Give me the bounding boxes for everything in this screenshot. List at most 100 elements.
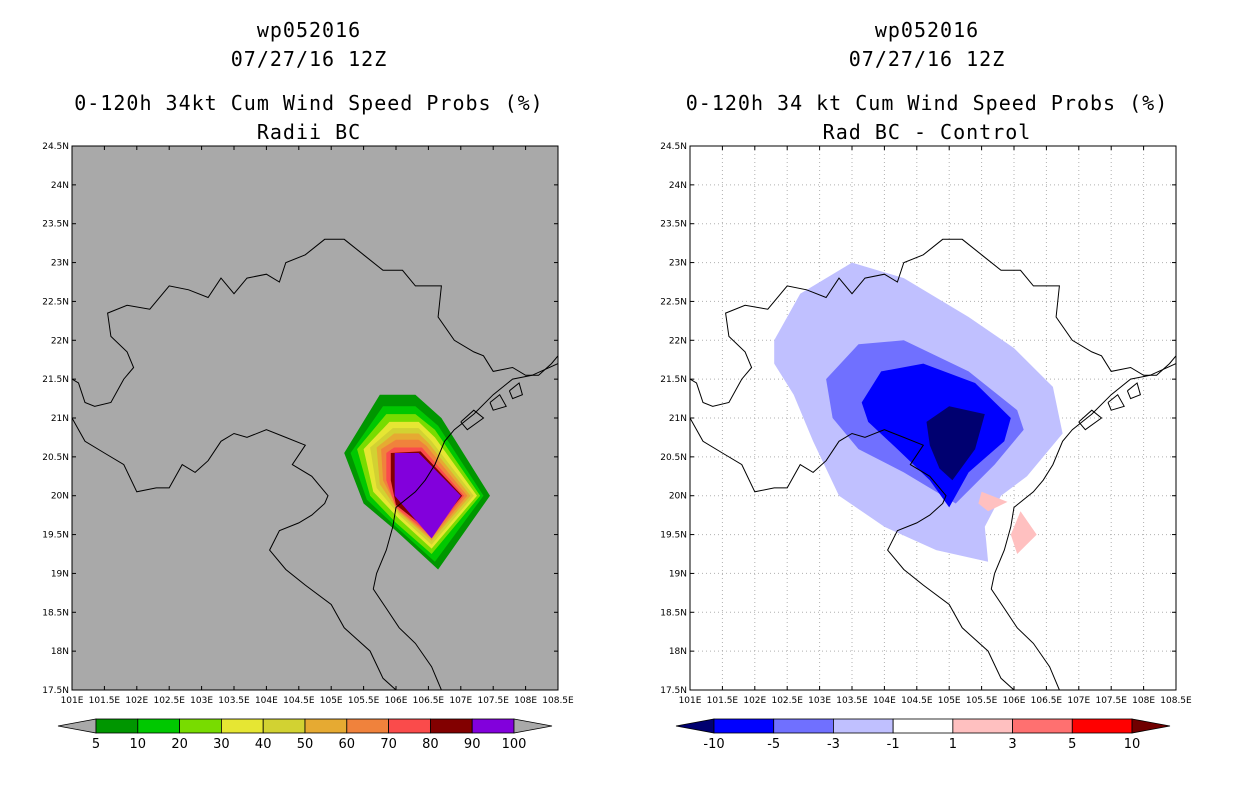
x-tick-label: 106.5E bbox=[413, 696, 445, 706]
x-tick-label: 102.5E bbox=[771, 696, 803, 706]
x-tick-label: 101.5E bbox=[707, 696, 739, 706]
island-outline bbox=[508, 382, 524, 400]
x-tick-label: 105E bbox=[938, 696, 961, 706]
colorbar-label: 50 bbox=[297, 737, 314, 752]
colorbar-swatch bbox=[952, 718, 1013, 734]
x-tick-label: 104E bbox=[255, 696, 278, 706]
x-tick-label: 102E bbox=[125, 696, 148, 706]
right-difference-map: 101E 101.5E 102E 102.5E 103E 103.5E 104E 104.5E… bbox=[660, 142, 1192, 752]
x-tick-label: 106E bbox=[385, 696, 408, 706]
y-tick-label: 17.5N bbox=[660, 686, 687, 696]
x-tick-label: 105.5E bbox=[348, 696, 380, 706]
y-tick-label: 24N bbox=[669, 181, 687, 191]
x-tick-label: 108.5E bbox=[542, 696, 574, 706]
x-tick-label: 108.5E bbox=[1160, 696, 1192, 706]
colorbar-high-arrow bbox=[1131, 718, 1171, 734]
x-tick-label: 105.5E bbox=[966, 696, 998, 706]
colorbar-swatch bbox=[1012, 718, 1073, 734]
island-outline bbox=[460, 409, 485, 431]
x-tick-label: 101E bbox=[679, 696, 702, 706]
colorbar-label: 3 bbox=[1008, 737, 1016, 752]
x-tick-label: 108E bbox=[514, 696, 537, 706]
x-tick-label: 107E bbox=[1067, 696, 1090, 706]
colorbar-swatch bbox=[179, 718, 222, 734]
country-border-west bbox=[72, 379, 397, 690]
y-tick-label: 22.5N bbox=[42, 297, 69, 307]
y-tick-label: 22.5N bbox=[660, 297, 687, 307]
y-tick-label: 18.5N bbox=[660, 608, 687, 618]
colorbar-swatch bbox=[304, 718, 348, 734]
colorbar-label: 1 bbox=[949, 737, 957, 752]
y-tick-label: 23N bbox=[669, 259, 687, 269]
colorbar-label: 80 bbox=[422, 737, 439, 752]
y-tick-label: 18N bbox=[669, 647, 687, 657]
colorbar: -10 -5 -3 -1 1 3 5 10 bbox=[675, 718, 1171, 752]
colorbar-label: 10 bbox=[130, 737, 147, 752]
y-tick-label: 19.5N bbox=[42, 531, 69, 541]
plot-background bbox=[72, 146, 558, 690]
left-chart-subtitle: Radii BC bbox=[256, 120, 362, 144]
right-valid-time: 07/27/16 12Z bbox=[848, 47, 1006, 71]
colorbar-label: 5 bbox=[1068, 737, 1076, 752]
right-chart-panel: wp052016 07/27/16 12Z 0-120h 34 kt Cum W… bbox=[618, 0, 1236, 800]
x-tick-label: 103.5E bbox=[836, 696, 868, 706]
colorbar-label: -1 bbox=[887, 737, 900, 752]
y-tick-label: 19N bbox=[669, 569, 687, 579]
colorbar-label: 20 bbox=[171, 737, 188, 752]
colorbar-swatch bbox=[95, 718, 139, 734]
y-tick-label: 23.5N bbox=[42, 220, 69, 230]
y-tick-label: 24N bbox=[51, 181, 69, 191]
y-tick-label: 21N bbox=[51, 414, 69, 424]
y-tick-label: 24.5N bbox=[42, 142, 69, 152]
colorbar-swatch bbox=[346, 718, 389, 734]
contour-level-1 bbox=[978, 491, 1008, 512]
left-chart-title: 0-120h 34kt Cum Wind Speed Probs (%) bbox=[74, 91, 544, 115]
x-tick-label: 108E bbox=[1132, 696, 1155, 706]
y-tick-label: 24.5N bbox=[660, 142, 687, 152]
y-tick-label: 21.5N bbox=[660, 375, 687, 385]
coastline bbox=[990, 363, 1176, 690]
y-tick-label: 19N bbox=[51, 569, 69, 579]
island-outline bbox=[489, 393, 507, 411]
x-tick-label: 104.5E bbox=[901, 696, 933, 706]
colorbar-label: -5 bbox=[767, 737, 780, 752]
right-storm-id: wp052016 bbox=[874, 18, 980, 42]
country-border bbox=[72, 238, 558, 407]
x-tick-label: 103E bbox=[190, 696, 213, 706]
country-border-west bbox=[690, 379, 1015, 690]
left-chart-panel: wp052016 07/27/16 12Z 0-120h 34kt Cum Wi… bbox=[42, 18, 574, 752]
colorbar-label: 60 bbox=[339, 737, 356, 752]
colorbar-swatch bbox=[713, 718, 775, 734]
x-tick-label: 104E bbox=[873, 696, 896, 706]
colorbar-label: 30 bbox=[213, 737, 230, 752]
x-tick-label: 101E bbox=[61, 696, 84, 706]
x-tick-label: 105E bbox=[320, 696, 343, 706]
left-storm-id: wp052016 bbox=[256, 18, 362, 42]
colorbar-swatch bbox=[471, 718, 515, 734]
colorbar-label: -10 bbox=[703, 737, 724, 752]
colorbar-swatch bbox=[262, 718, 306, 734]
coastline bbox=[372, 363, 558, 690]
y-tick-label: 23.5N bbox=[660, 220, 687, 230]
y-tick-label: 21.5N bbox=[42, 375, 69, 385]
x-tick-label: 103E bbox=[808, 696, 831, 706]
y-tick-label: 22N bbox=[51, 336, 69, 346]
colorbar-high-arrow bbox=[513, 718, 553, 734]
x-tick-label: 102E bbox=[743, 696, 766, 706]
x-tick-label: 107.5E bbox=[477, 696, 509, 706]
colorbar-low-arrow bbox=[57, 718, 97, 734]
colorbar-swatch bbox=[388, 718, 431, 734]
right-chart-subtitle: Rad BC - Control bbox=[822, 120, 1032, 144]
y-tick-label: 20N bbox=[51, 492, 69, 502]
x-tick-label: 106.5E bbox=[1031, 696, 1063, 706]
y-tick-label: 19.5N bbox=[660, 531, 687, 541]
y-tick-label: 20.5N bbox=[42, 453, 69, 463]
x-tick-label: 107.5E bbox=[1095, 696, 1127, 706]
contour-level-neg10 bbox=[926, 406, 985, 481]
x-tick-label: 101.5E bbox=[89, 696, 121, 706]
right-chart-title: 0-120h 34 kt Cum Wind Speed Probs (%) bbox=[685, 91, 1169, 115]
colorbar-label: 40 bbox=[255, 737, 272, 752]
colorbar-label: 90 bbox=[464, 737, 481, 752]
island-outline bbox=[1126, 382, 1142, 400]
y-tick-label: 22N bbox=[669, 336, 687, 346]
